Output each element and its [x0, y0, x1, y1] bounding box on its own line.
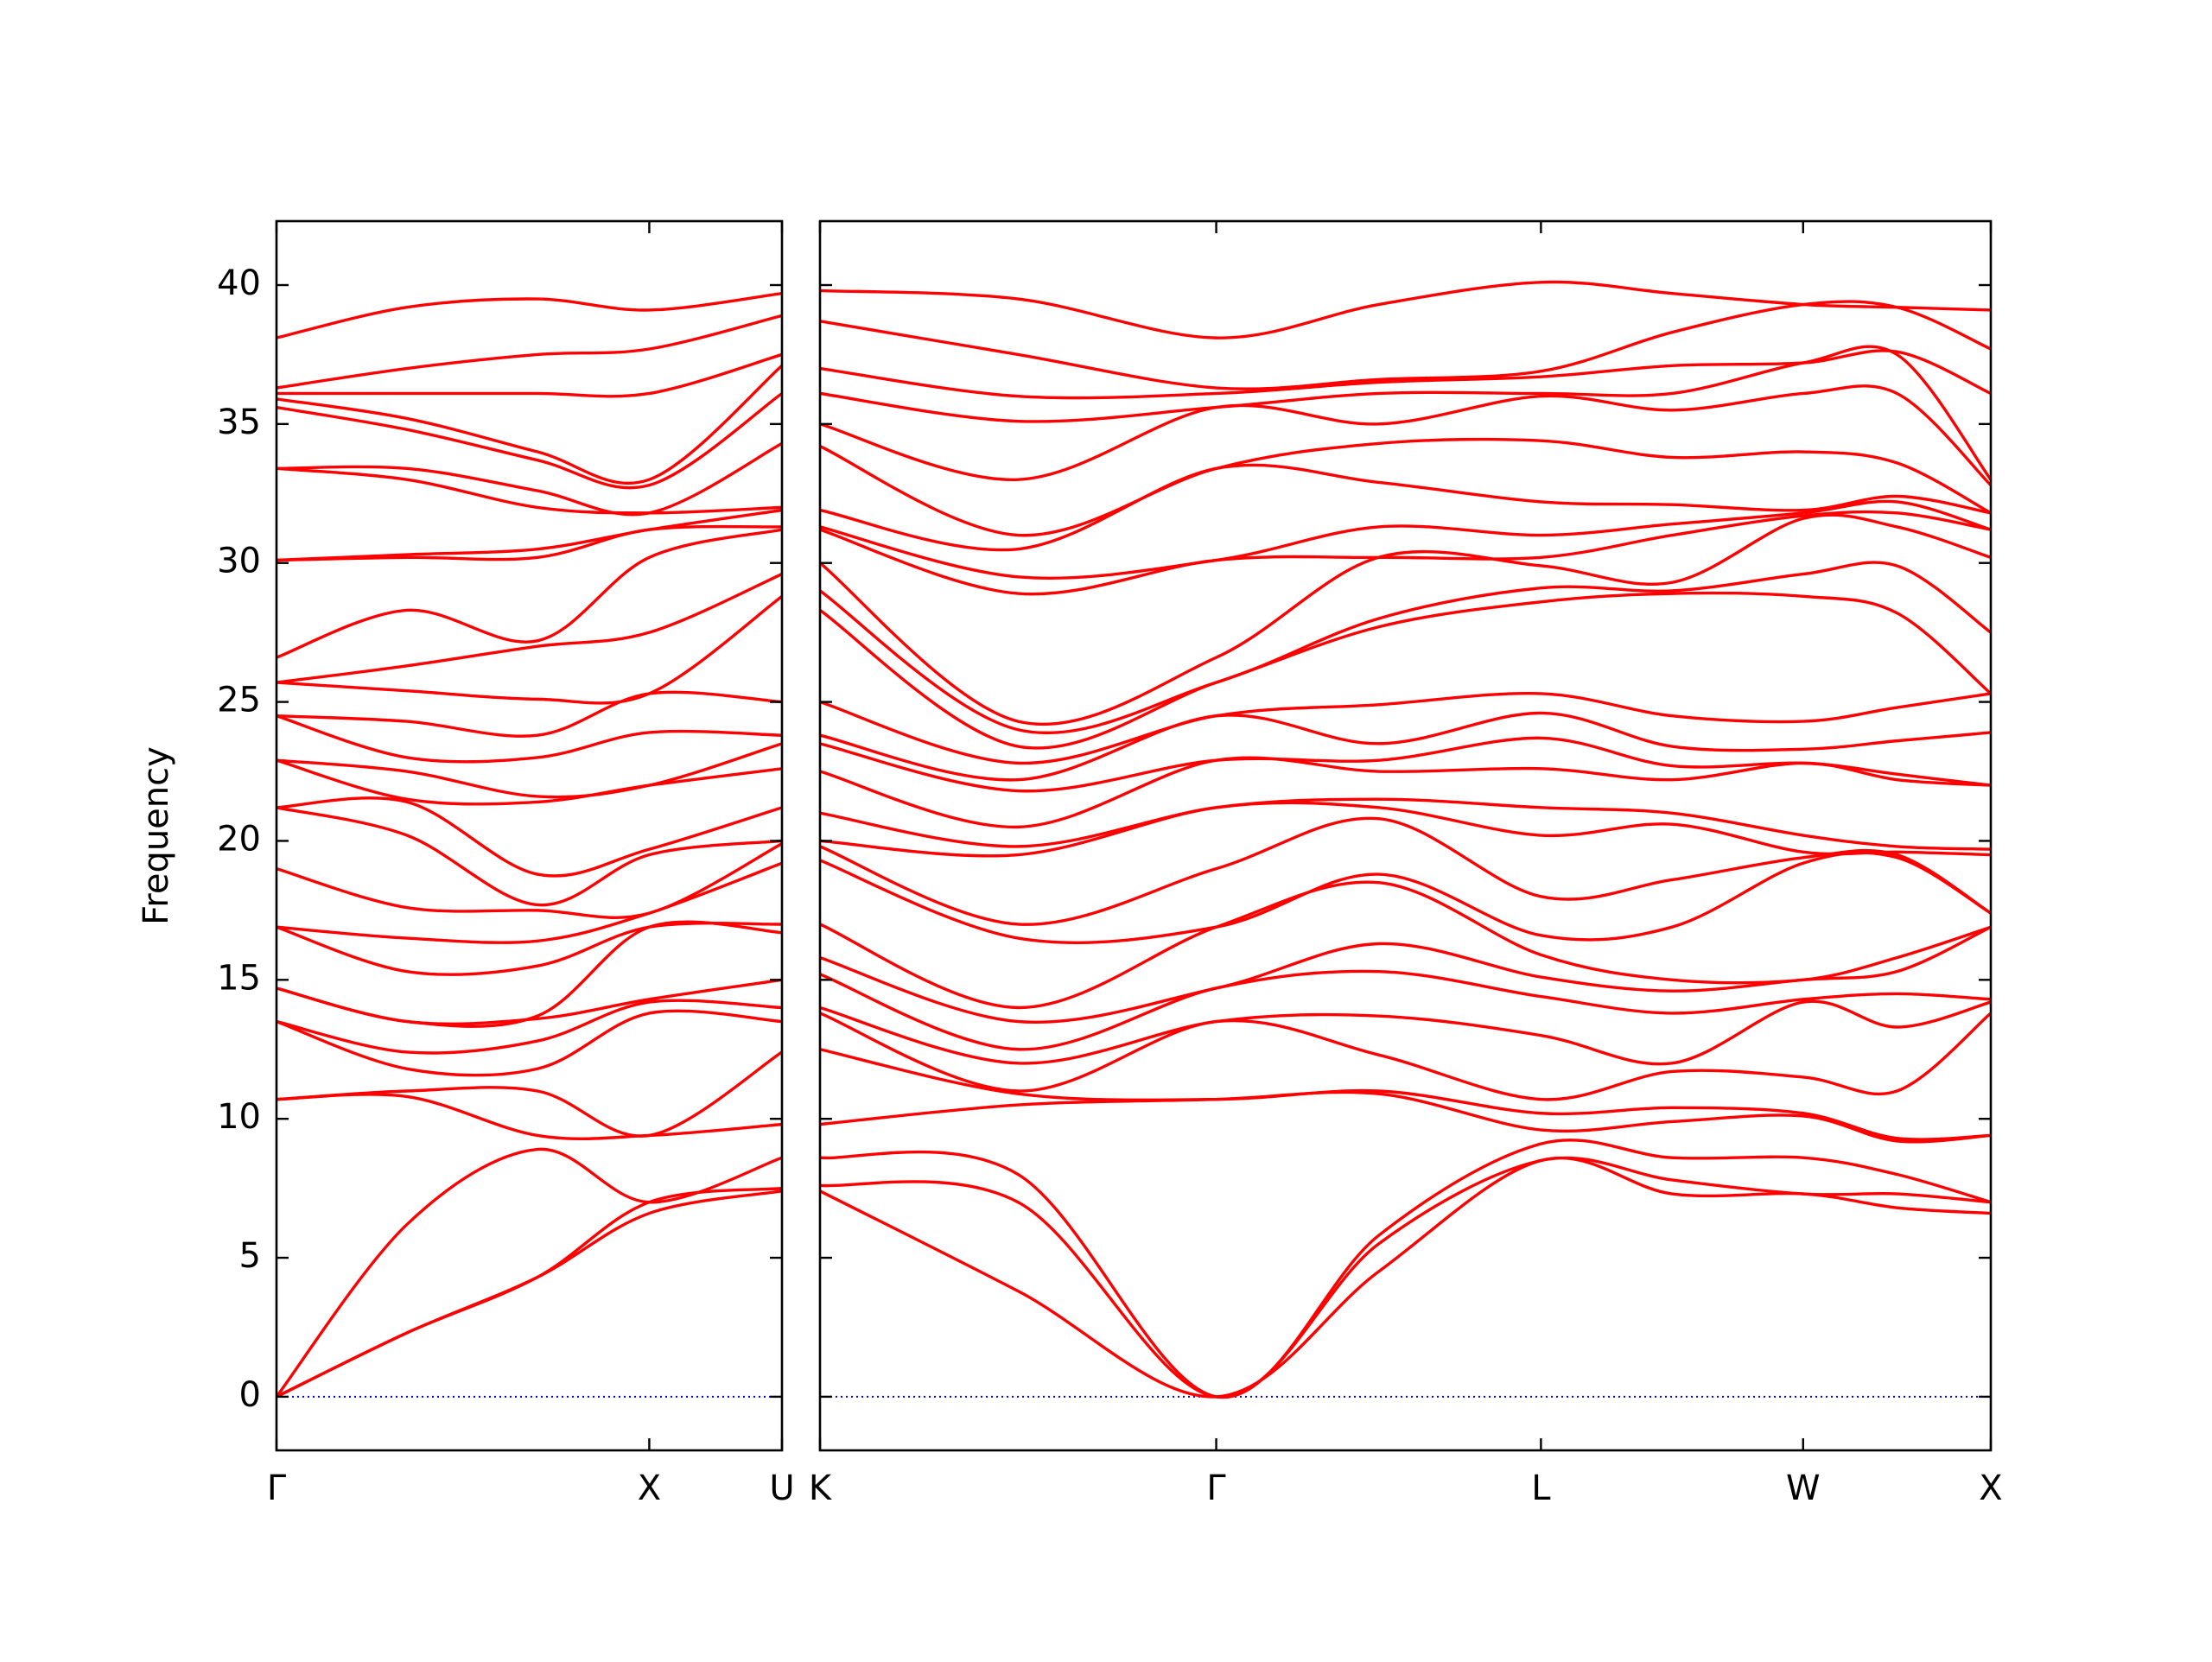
band-line	[276, 365, 782, 485]
band-line	[276, 1050, 782, 1138]
y-tick-label: 20	[217, 819, 261, 859]
band-line	[276, 1093, 782, 1141]
band-line	[276, 758, 782, 806]
y-tick-label: 35	[217, 403, 261, 442]
x-tick-label: X	[638, 1469, 661, 1508]
band-line	[276, 842, 782, 919]
band-line	[820, 1156, 1991, 1399]
axes-frame	[818, 219, 1993, 1452]
band-line	[276, 922, 782, 976]
panel: 0 5 10 15 20 25 30 35 40 Γ X U Frequency	[137, 219, 795, 1508]
y-tick-label: 40	[217, 263, 261, 303]
band-line	[820, 437, 1991, 537]
x-tick-label: Γ	[267, 1469, 287, 1508]
band-line	[820, 1139, 1991, 1399]
band-line	[820, 561, 1991, 735]
x-tick-label: L	[1531, 1469, 1551, 1508]
band-line	[820, 816, 1991, 926]
band-line	[276, 796, 782, 878]
band-line	[276, 441, 782, 517]
axes-frame	[275, 219, 784, 1452]
band-line	[276, 1189, 782, 1399]
band-line	[276, 714, 782, 764]
band-line	[820, 1156, 1991, 1399]
band-line	[276, 861, 782, 944]
band-line	[276, 573, 782, 684]
band-line	[820, 797, 1991, 851]
band-line	[276, 999, 782, 1055]
band-line	[276, 392, 782, 490]
band-line	[820, 1012, 1991, 1101]
x-tick-label: W	[1786, 1469, 1821, 1508]
band-line	[820, 999, 1991, 1066]
band-line	[276, 1147, 782, 1398]
band-line	[820, 1048, 1991, 1141]
band-line	[820, 736, 1991, 793]
y-tick-label: 0	[239, 1375, 261, 1415]
band-line	[820, 510, 1991, 596]
band-line	[820, 463, 1991, 552]
band-line	[820, 711, 1991, 782]
band-line	[276, 352, 782, 398]
x-tick-label: X	[1979, 1469, 2002, 1508]
band-line	[820, 499, 1991, 580]
bands	[276, 291, 782, 1399]
y-tick-label: 25	[217, 681, 261, 720]
band-line	[820, 384, 1991, 486]
band-line	[820, 513, 1991, 726]
y-tick-label: 30	[217, 542, 261, 581]
band-line	[276, 920, 782, 1028]
x-tick-label: Γ	[1206, 1469, 1226, 1508]
y-tick-label: 10	[217, 1097, 261, 1137]
band-line	[276, 291, 782, 339]
band-line	[820, 969, 1991, 1051]
band-line	[276, 314, 782, 390]
band-line	[820, 1090, 1991, 1144]
band-line	[820, 691, 1991, 765]
band-line	[820, 300, 1991, 390]
band-line	[276, 524, 782, 562]
y-axis-label: Frequency	[137, 746, 176, 925]
band-line	[276, 594, 782, 705]
band-line	[820, 591, 1991, 750]
band-line	[276, 1186, 782, 1399]
band-line	[820, 349, 1991, 400]
band-line	[276, 806, 782, 907]
band-line	[276, 528, 782, 659]
x-tick-label: U	[769, 1469, 794, 1508]
band-line	[820, 280, 1991, 339]
band-line	[820, 801, 1991, 858]
band-line	[276, 508, 782, 562]
band-line	[276, 1009, 782, 1077]
band-line	[276, 466, 782, 515]
bands	[820, 280, 1991, 1399]
band-line	[276, 690, 782, 738]
x-tick-label: K	[809, 1469, 833, 1508]
band-line	[820, 851, 1991, 944]
band-line	[820, 756, 1991, 829]
band-line	[820, 345, 1991, 481]
band-line	[820, 880, 1991, 1010]
y-tick-label: 5	[239, 1236, 261, 1276]
y-tick-label: 15	[217, 958, 261, 998]
band-line	[820, 925, 1991, 1024]
band-line	[276, 742, 782, 799]
